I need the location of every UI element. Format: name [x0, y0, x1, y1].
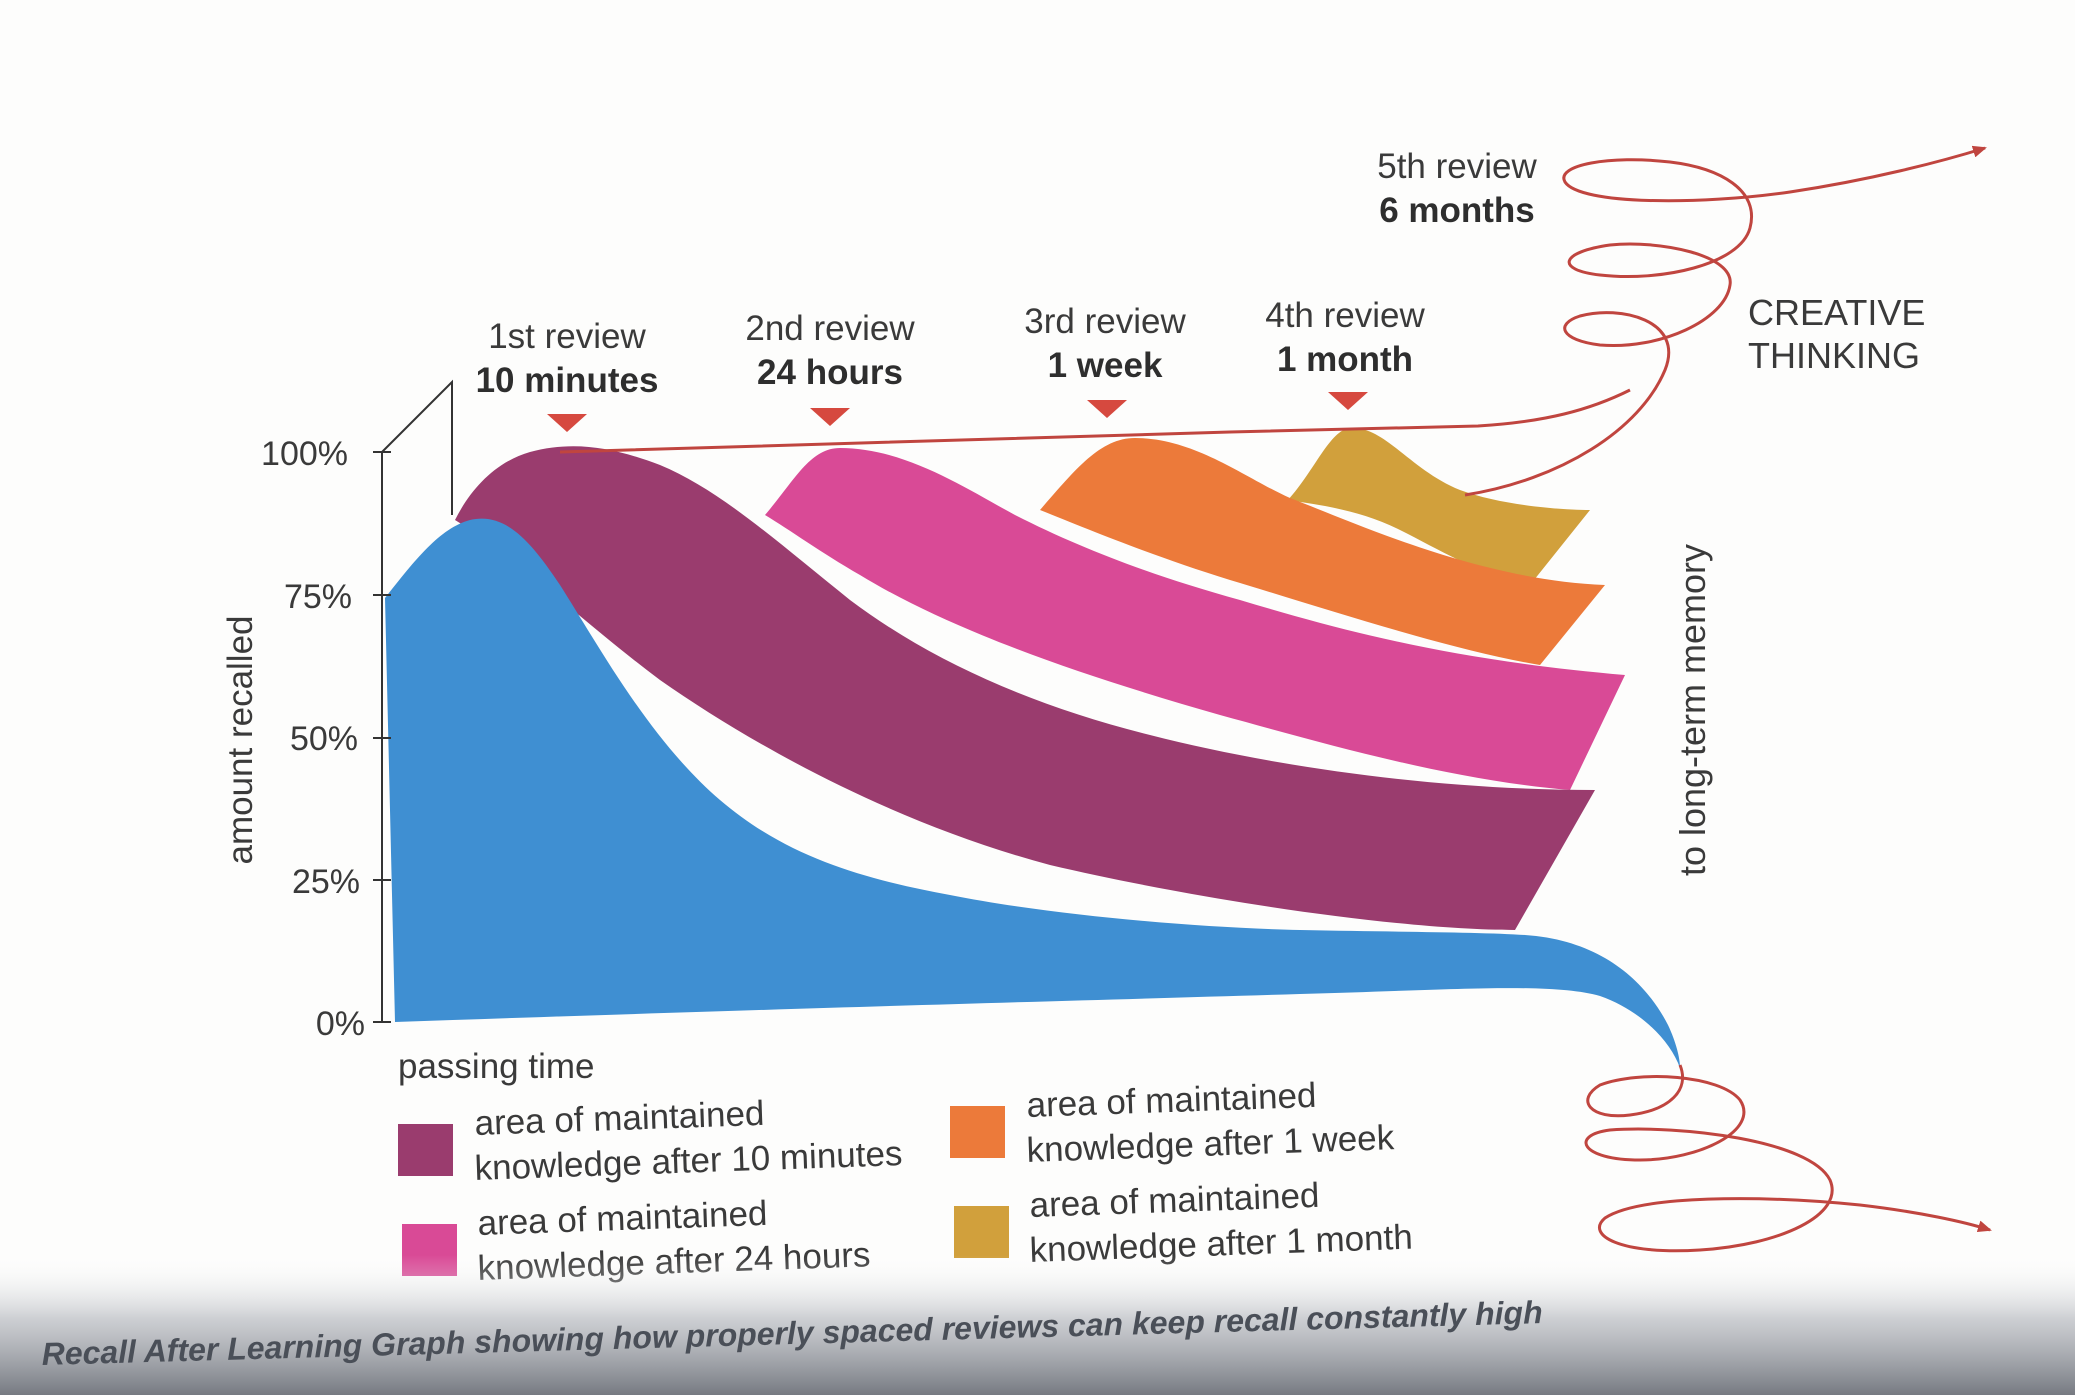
review-marker-3: [1087, 400, 1127, 418]
spiral-upper: [1464, 145, 1987, 497]
area-after-1-week: [1040, 438, 1605, 665]
spiral-lower: [1584, 1064, 1992, 1253]
legend-label-1-month-line1: area of maintained: [1029, 1176, 1320, 1225]
area-after-10-minutes: [455, 446, 1595, 930]
y-tick-label-100: 100%: [261, 435, 348, 473]
review-marker-4: [1328, 392, 1368, 410]
reference-line: [559, 388, 1631, 454]
legend-swatch-10-minutes: [398, 1124, 453, 1176]
bottom-shade: [0, 1255, 2075, 1395]
y-axis: [373, 451, 391, 1023]
review-markers: [547, 392, 1368, 432]
review-label-4: 4th review: [1265, 296, 1425, 335]
review-time-3: 1 week: [1048, 346, 1163, 385]
long-term-memory-label: to long-term memory: [1672, 544, 1713, 876]
review-time-5: 6 months: [1379, 191, 1535, 230]
area-after-24-hours: [765, 448, 1625, 790]
y-tick-label-50: 50%: [290, 720, 358, 758]
review-time-1: 10 minutes: [476, 361, 659, 400]
legend-label-10-minutes-line2: knowledge after 10 minutes: [474, 1134, 903, 1188]
y-tick-label-25: 25%: [292, 863, 360, 901]
legend-label-1-week-line1: area of maintained: [1026, 1076, 1317, 1125]
review-marker-1: [547, 414, 587, 432]
y-tick-label-0: 0%: [316, 1005, 365, 1043]
area-after-1-month: [1288, 427, 1590, 585]
legend-label-10-minutes-line1: area of maintained: [474, 1094, 765, 1143]
review-time-2: 24 hours: [757, 353, 903, 392]
review-marker-2: [810, 408, 850, 426]
review-label-1: 1st review: [488, 317, 646, 356]
legend-label-24-hours-line1: area of maintained: [477, 1194, 768, 1243]
creative-thinking-line2: THINKING: [1748, 335, 1920, 376]
x-axis-title: passing time: [398, 1047, 594, 1086]
review-label-2: 2nd review: [745, 309, 915, 348]
review-label-3: 3rd review: [1024, 302, 1186, 341]
legend-label-1-week-line2: knowledge after 1 week: [1026, 1118, 1395, 1170]
review-label-5: 5th review: [1377, 147, 1537, 186]
creative-thinking-line1: CREATIVE: [1748, 292, 1925, 333]
legend-swatch-1-month: [954, 1206, 1009, 1258]
area-base: [385, 518, 1680, 1068]
y-axis-title: amount recalled: [221, 615, 260, 864]
legend-swatch-1-week: [950, 1106, 1005, 1158]
y-tick-label-75: 75%: [284, 578, 352, 616]
review-time-4: 1 month: [1277, 340, 1413, 379]
